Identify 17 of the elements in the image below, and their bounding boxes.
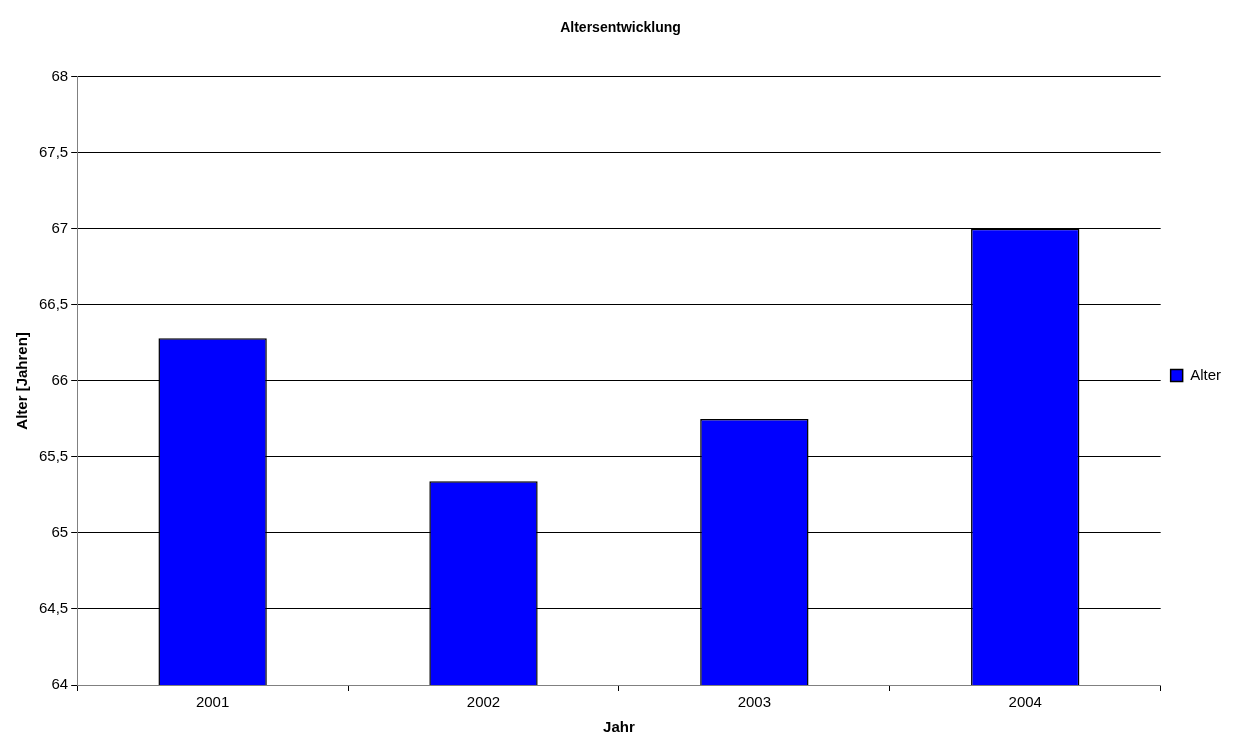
x-tick-label: 2001 <box>195 693 230 711</box>
legend-label: Alter <box>1190 365 1221 383</box>
y-tick-label: 66,5 <box>38 295 69 313</box>
chart-title: Altersentwicklung <box>560 19 681 36</box>
x-tick-label: 2002 <box>466 693 501 711</box>
y-tick-label: 68 <box>51 66 69 84</box>
y-tick-label: 66 <box>51 371 69 389</box>
y-tick-label: 65,5 <box>38 447 69 465</box>
x-tick-label: 2003 <box>737 693 772 711</box>
y-tick-label: 64 <box>51 675 69 693</box>
x-axis-title: Jahr <box>603 718 635 736</box>
y-tick-label: 67,5 <box>38 142 69 160</box>
y-tick-label: 67 <box>51 218 69 236</box>
y-tick-label: 65 <box>51 523 69 541</box>
y-tick-label: 64,5 <box>38 599 69 617</box>
y-axis-title: Alter [Jahren] <box>13 332 31 430</box>
x-tick-label: 2004 <box>1008 693 1042 711</box>
